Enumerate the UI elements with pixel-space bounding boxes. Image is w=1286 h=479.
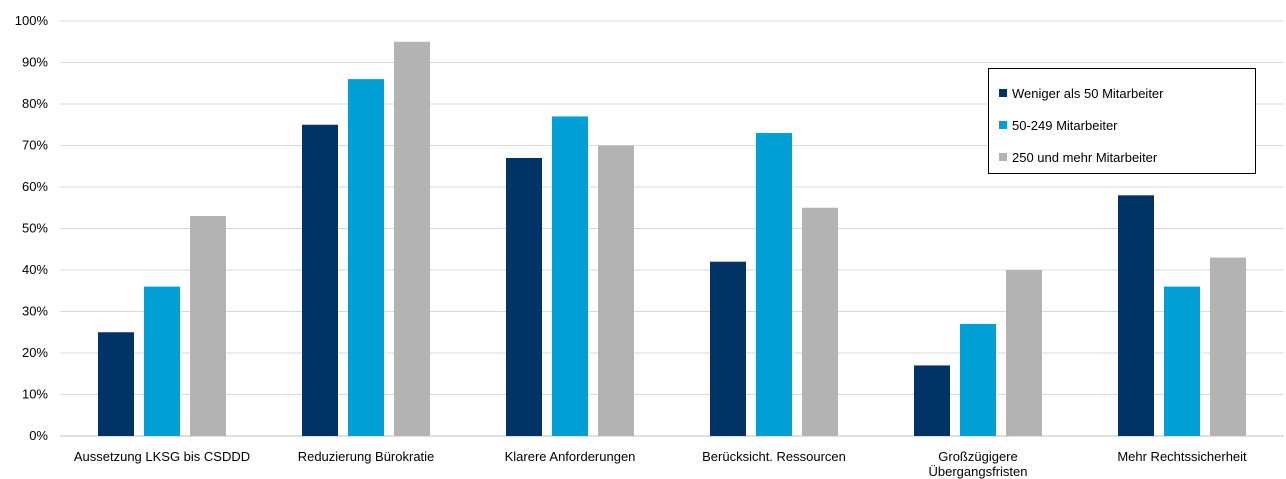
bar — [302, 124, 338, 436]
bar — [914, 365, 950, 436]
bar — [1006, 270, 1042, 436]
y-tick-label: 40% — [22, 262, 48, 277]
bar — [960, 323, 996, 436]
chart-legend: Weniger als 50 Mitarbeiter 50-249 Mitarb… — [988, 68, 1256, 174]
legend-label: 50-249 Mitarbeiter — [1012, 117, 1118, 133]
legend-swatch — [999, 153, 1007, 161]
y-axis-tick-labels: 0% 10% 20% 30% 40% 50% 60% 70% 80% 90% 100% — [15, 13, 49, 443]
legend-item-series-3: 250 und mehr Mitarbeiter — [999, 141, 1255, 173]
bar — [1210, 257, 1246, 436]
y-tick-label: 30% — [22, 304, 48, 319]
legend-item-series-2: 50-249 Mitarbeiter — [999, 109, 1255, 141]
x-category-label: Mehr Rechtssicherheit — [1117, 449, 1247, 464]
legend-label: 250 und mehr Mitarbeiter — [1012, 149, 1158, 165]
gridlines — [60, 20, 1284, 437]
bar — [802, 207, 838, 436]
bar — [506, 157, 542, 436]
bar — [756, 133, 792, 437]
y-tick-label: 0% — [29, 428, 48, 443]
bar — [394, 41, 430, 436]
x-category-label: Berücksicht. Ressourcen — [702, 449, 846, 464]
x-axis-category-labels: Aussetzung LKSG bis CSDDD Reduzierung Bür… — [74, 449, 1247, 479]
x-category-label: Reduzierung Bürokratie — [298, 449, 435, 464]
bars — [98, 41, 1246, 437]
bar — [598, 145, 634, 436]
y-tick-label: 20% — [22, 345, 48, 360]
y-tick-label: 60% — [22, 179, 48, 194]
y-tick-label: 90% — [22, 55, 48, 70]
y-tick-label: 10% — [22, 387, 48, 402]
y-tick-label: 100% — [15, 13, 49, 28]
x-category-label: Großzügigere Übergangsfristen — [929, 449, 1028, 479]
bar — [190, 216, 226, 436]
bar — [348, 79, 384, 436]
x-category-label: Klarere Anforderungen — [505, 449, 636, 464]
legend-swatch — [999, 89, 1007, 97]
bar — [144, 286, 180, 436]
bar — [98, 332, 134, 436]
bar — [710, 261, 746, 436]
legend-label: Weniger als 50 Mitarbeiter — [1012, 85, 1164, 101]
y-tick-label: 80% — [22, 96, 48, 111]
x-category-label: Aussetzung LKSG bis CSDDD — [74, 449, 250, 464]
bar — [1164, 286, 1200, 436]
bar — [552, 116, 588, 436]
y-tick-label: 70% — [22, 138, 48, 153]
bar — [1118, 195, 1154, 436]
legend-swatch — [999, 121, 1007, 129]
y-tick-label: 50% — [22, 221, 48, 236]
legend-item-series-1: Weniger als 50 Mitarbeiter — [999, 77, 1255, 109]
